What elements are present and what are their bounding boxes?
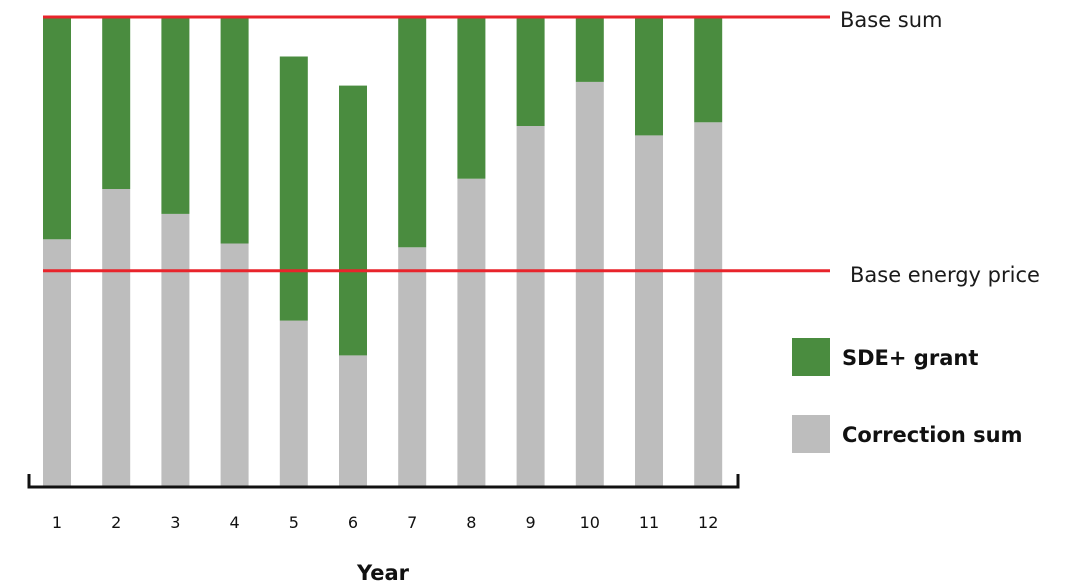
- legend-label-sde-grant: SDE+ grant: [842, 346, 978, 370]
- reference-lines-group: Base sum Base energy price: [43, 8, 1040, 287]
- bar-correction-sum-year-4: [220, 243, 249, 487]
- x-tick-label-2: 2: [111, 513, 121, 532]
- bar-correction-sum-year-3: [161, 213, 190, 487]
- x-tick-label-7: 7: [407, 513, 417, 532]
- x-tick-label-8: 8: [466, 513, 476, 532]
- bar-correction-sum-year-10: [575, 81, 604, 488]
- bar-sde-grant-year-9: [516, 17, 545, 126]
- bar-sde-grant-year-7: [398, 17, 427, 248]
- bar-sde-grant-year-8: [457, 17, 486, 179]
- legend-swatch-sde-grant: [792, 338, 830, 376]
- bar-correction-sum-year-12: [694, 122, 723, 488]
- legend: SDE+ grant Correction sum: [792, 338, 1023, 453]
- x-tick-label-10: 10: [580, 513, 600, 532]
- bar-sde-grant-year-2: [102, 17, 131, 189]
- bar-correction-sum-year-6: [339, 355, 367, 487]
- bar-sde-grant-year-5: [279, 56, 308, 321]
- bars-group: [43, 17, 723, 488]
- x-axis-bracket: [27, 474, 740, 489]
- bar-correction-sum-year-2: [102, 189, 131, 487]
- x-tick-labels: 1 2 3 4 5 6 7 8 9 10 11 12: [52, 513, 718, 532]
- x-tick-label-6: 6: [348, 513, 358, 532]
- bar-correction-sum-year-5: [279, 320, 308, 487]
- bar-correction-sum-year-9: [516, 126, 545, 487]
- bar-sde-grant-year-4: [220, 17, 249, 244]
- bar-sde-grant-year-3: [161, 17, 190, 214]
- bar-correction-sum-year-7: [398, 247, 427, 487]
- x-tick-label-4: 4: [230, 513, 240, 532]
- x-axis-title: Year: [356, 561, 410, 585]
- legend-label-correction-sum: Correction sum: [842, 423, 1023, 447]
- bar-sde-grant-year-12: [694, 17, 723, 123]
- bar-sde-grant-year-6: [339, 85, 367, 356]
- x-tick-label-5: 5: [289, 513, 299, 532]
- bar-correction-sum-year-8: [457, 178, 486, 487]
- reference-label-base-energy-price: Base energy price: [850, 263, 1040, 287]
- x-tick-label-9: 9: [526, 513, 536, 532]
- x-tick-label-12: 12: [698, 513, 718, 532]
- bar-sde-grant-year-11: [635, 17, 663, 136]
- x-tick-label-11: 11: [639, 513, 659, 532]
- legend-swatch-correction-sum: [792, 415, 830, 453]
- bar-correction-sum-year-1: [43, 239, 71, 487]
- x-tick-label-1: 1: [52, 513, 62, 532]
- bar-correction-sum-year-11: [635, 135, 663, 487]
- bar-sde-grant-year-1: [43, 17, 71, 240]
- x-tick-label-3: 3: [170, 513, 180, 532]
- bar-sde-grant-year-10: [575, 17, 604, 82]
- reference-label-base-sum: Base sum: [840, 8, 943, 32]
